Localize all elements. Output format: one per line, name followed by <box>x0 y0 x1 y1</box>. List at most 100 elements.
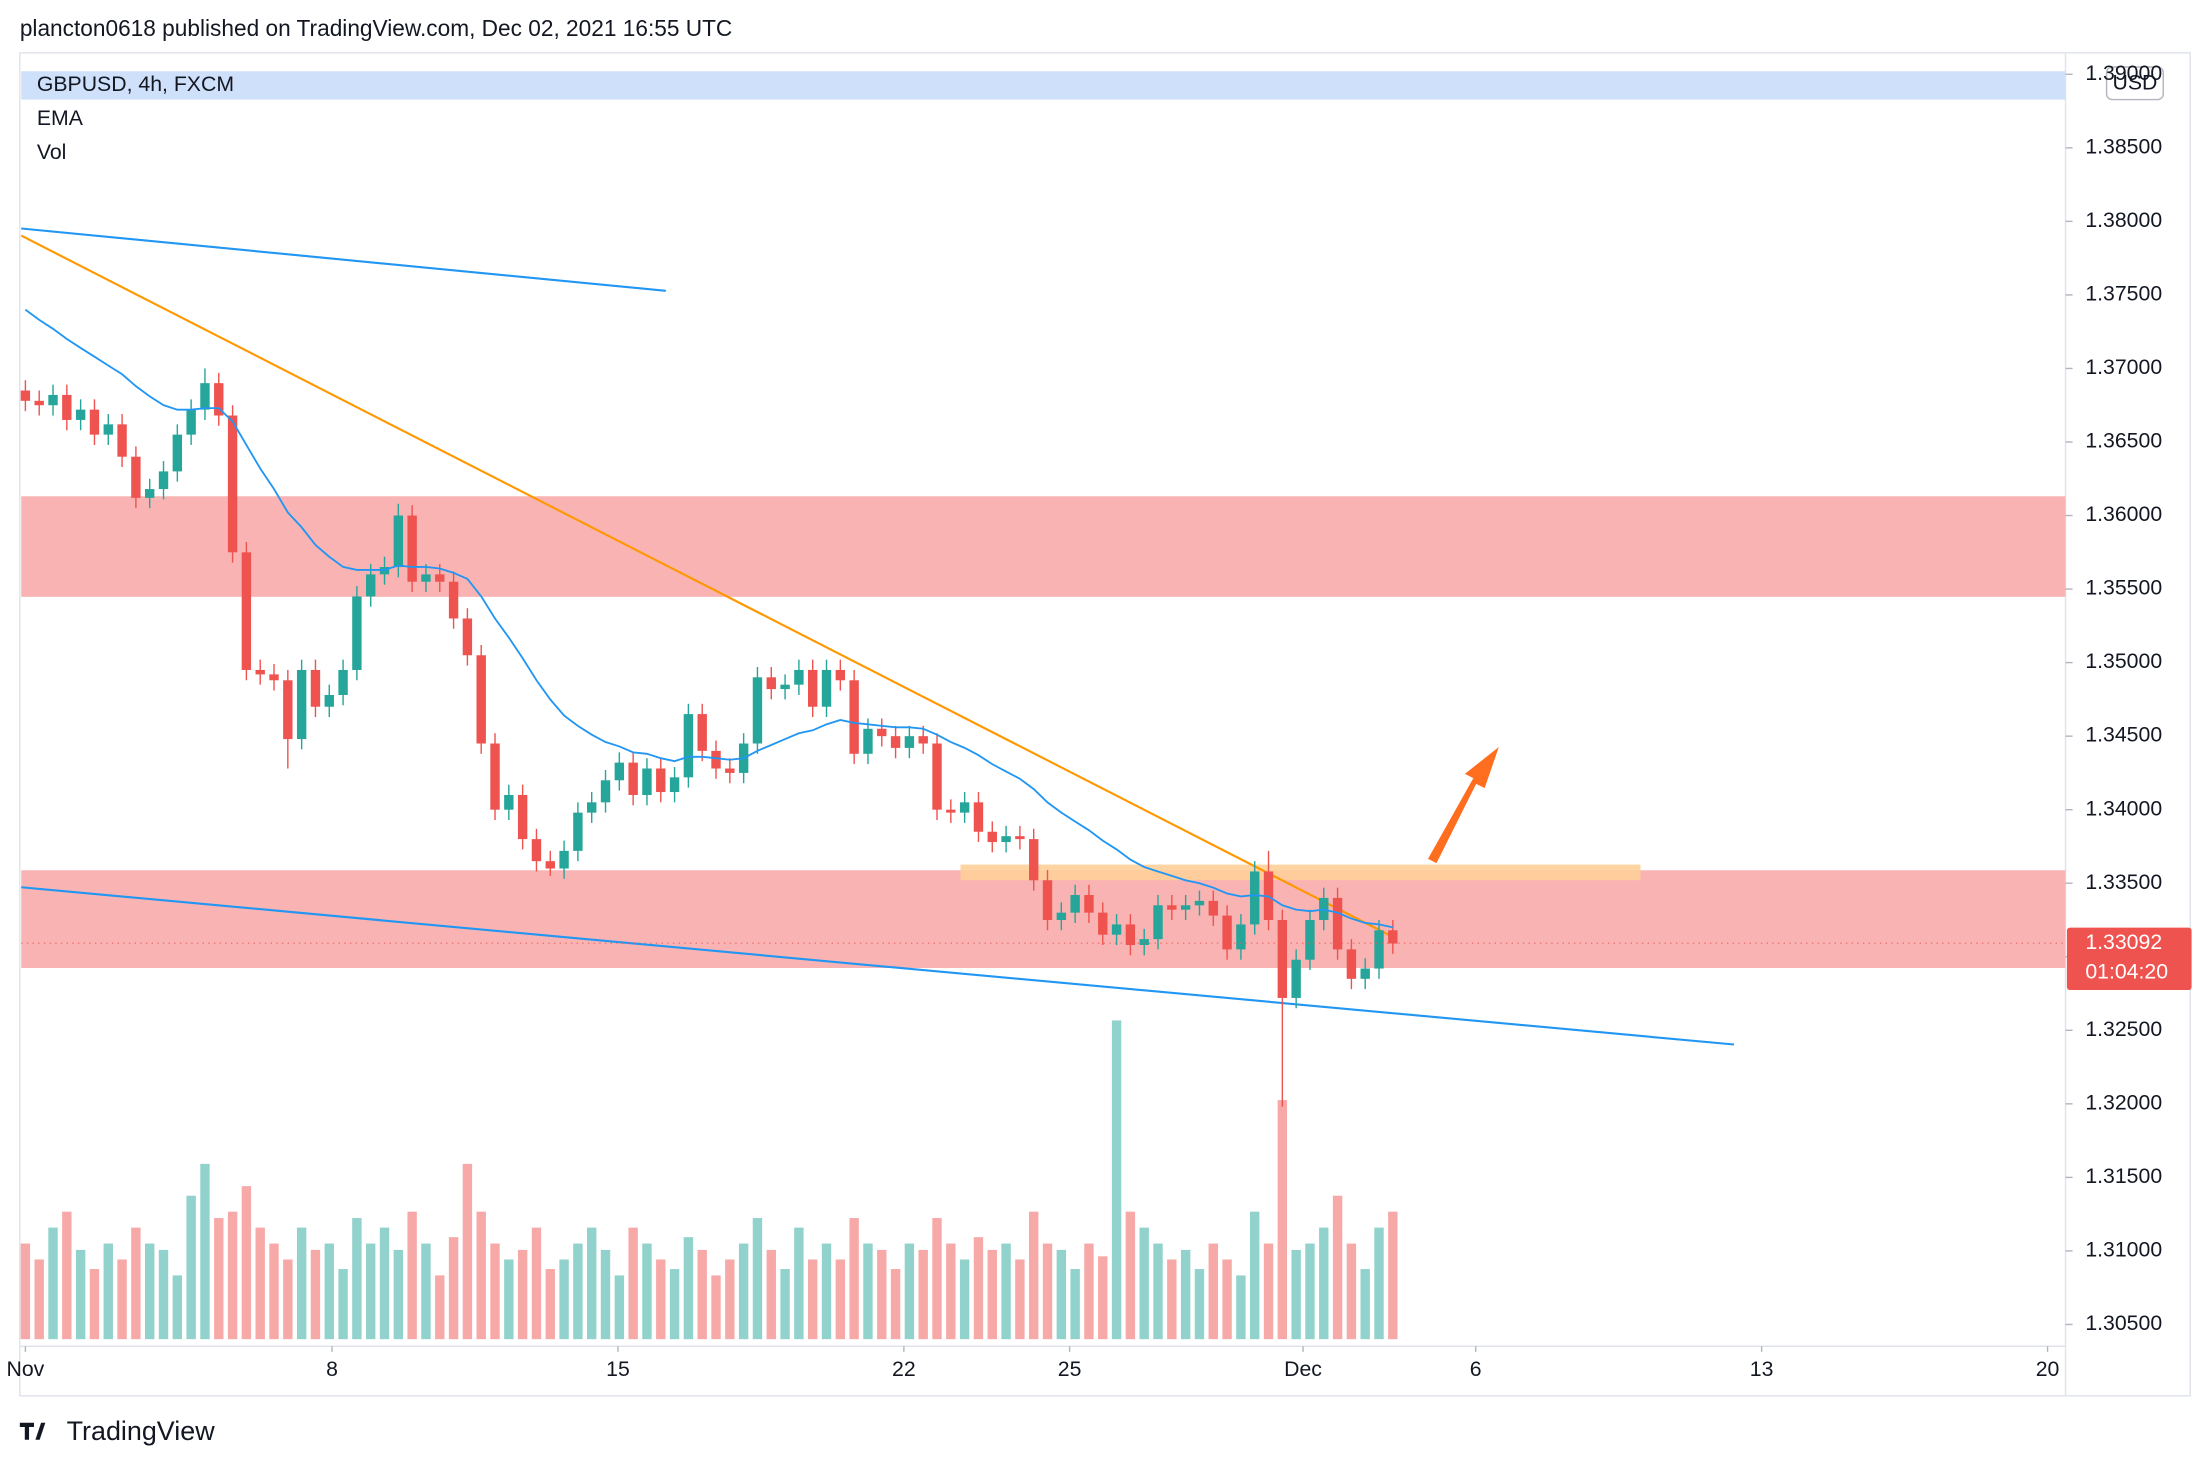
volume-bar <box>1332 1195 1343 1340</box>
volume-bar <box>296 1227 307 1340</box>
resistance-zone <box>21 496 2066 597</box>
volume-bar <box>1360 1269 1370 1340</box>
volume-bar <box>559 1259 569 1340</box>
candle-body <box>932 743 942 810</box>
volume-bar <box>214 1218 224 1340</box>
candle-body <box>614 762 625 781</box>
volume-bar <box>269 1243 279 1340</box>
volume-bar <box>946 1243 956 1340</box>
candle-body <box>269 674 279 681</box>
volume-bar <box>987 1249 997 1340</box>
candle-body <box>448 581 459 619</box>
volume-bar <box>863 1243 873 1340</box>
volume-bar <box>890 1269 901 1340</box>
volume-bar <box>738 1243 749 1340</box>
volume-bar <box>545 1269 555 1340</box>
candle-body <box>1388 930 1398 944</box>
y-tick-label: 1.32500 <box>2085 1017 2162 1041</box>
currency-badge[interactable] <box>2105 66 2164 101</box>
volume-bar <box>490 1243 500 1340</box>
volume-bar <box>849 1218 859 1340</box>
volume-bar <box>186 1195 196 1340</box>
candle-body <box>214 383 224 416</box>
candle-body <box>296 669 307 740</box>
arrow <box>1428 747 1499 864</box>
volume-bar <box>752 1218 763 1340</box>
volume-bar <box>1250 1211 1260 1340</box>
candle-body <box>877 728 887 737</box>
candle-body <box>959 802 970 813</box>
candle-body <box>1015 836 1025 840</box>
volume-bar <box>1125 1211 1136 1340</box>
candle-body <box>587 802 597 813</box>
candle-body <box>1070 894 1080 913</box>
y-tick-label: 1.35500 <box>2085 576 2162 600</box>
trend-line <box>21 886 1735 1046</box>
volume-bar <box>918 1249 928 1340</box>
volume-bar <box>172 1275 183 1340</box>
trend-line <box>21 227 666 292</box>
volume-bar <box>117 1259 127 1340</box>
candle-body <box>794 669 804 685</box>
chart-frame <box>19 52 2191 1397</box>
candle-body <box>1111 924 1122 935</box>
volume-bar <box>75 1249 86 1340</box>
volume-bar <box>1070 1269 1080 1340</box>
volume-bar <box>1098 1256 1108 1340</box>
candle-body <box>1291 959 1301 998</box>
logo-mark <box>19 1422 46 1440</box>
candle-body <box>324 694 334 707</box>
candle-body <box>462 618 473 656</box>
candle-body <box>255 669 265 675</box>
y-tick-label: 1.34000 <box>2085 796 2162 820</box>
x-tick-label: 13 <box>1750 1357 1774 1381</box>
candle-body <box>1056 912 1067 920</box>
candle-body <box>103 424 113 435</box>
x-tick-label: 15 <box>606 1357 630 1381</box>
volume-bar <box>462 1163 473 1340</box>
candle-body <box>435 574 445 582</box>
candle-body <box>366 574 376 597</box>
candle-body <box>1305 919 1315 960</box>
candle-body <box>1194 900 1205 906</box>
candle-body <box>725 768 735 773</box>
y-tick-label: 1.35000 <box>2085 649 2162 673</box>
x-tick-label: 25 <box>1058 1357 1082 1381</box>
candle-body <box>697 714 707 751</box>
y-tick-label: 1.33500 <box>2085 870 2162 894</box>
plot-area <box>20 308 2066 1340</box>
candle-body <box>683 714 694 778</box>
volume-bar <box>904 1243 915 1340</box>
volume-bar <box>628 1227 638 1340</box>
candle-body <box>186 409 196 435</box>
candle-body <box>172 434 183 472</box>
brand: TradingView <box>67 1416 216 1446</box>
candle-body <box>1360 968 1370 979</box>
volume-bar <box>821 1243 832 1340</box>
volume-bar <box>1346 1243 1357 1340</box>
candle-body <box>1277 919 1288 998</box>
candle-body <box>1346 949 1357 979</box>
y-tick-label: 1.34500 <box>2085 723 2162 747</box>
volume-bar <box>379 1227 390 1340</box>
y-tick-label: 1.36500 <box>2085 429 2162 453</box>
candle-body <box>656 768 666 793</box>
currency-label: USD <box>2112 71 2157 95</box>
volume-bar <box>1319 1227 1329 1340</box>
volume-bar <box>959 1259 970 1340</box>
candle-body <box>62 394 72 420</box>
candle-body <box>1374 930 1384 969</box>
volume-bar <box>20 1243 31 1340</box>
publish-header: plancton0618 published on TradingView.co… <box>20 15 732 41</box>
volume-bar <box>877 1249 887 1340</box>
ema-line <box>24 308 1394 929</box>
last-price-label: 1.33092 <box>2085 930 2162 954</box>
x-tick-label: Dec <box>1284 1357 1322 1381</box>
candle-body <box>573 812 583 851</box>
volume-bar <box>614 1275 625 1340</box>
volume-bar <box>421 1243 431 1340</box>
candle-body <box>1180 905 1191 910</box>
candle-body <box>283 680 293 740</box>
symbol-legend: GBPUSD, 4h, FXCM <box>37 72 234 96</box>
candle-body <box>766 677 776 690</box>
